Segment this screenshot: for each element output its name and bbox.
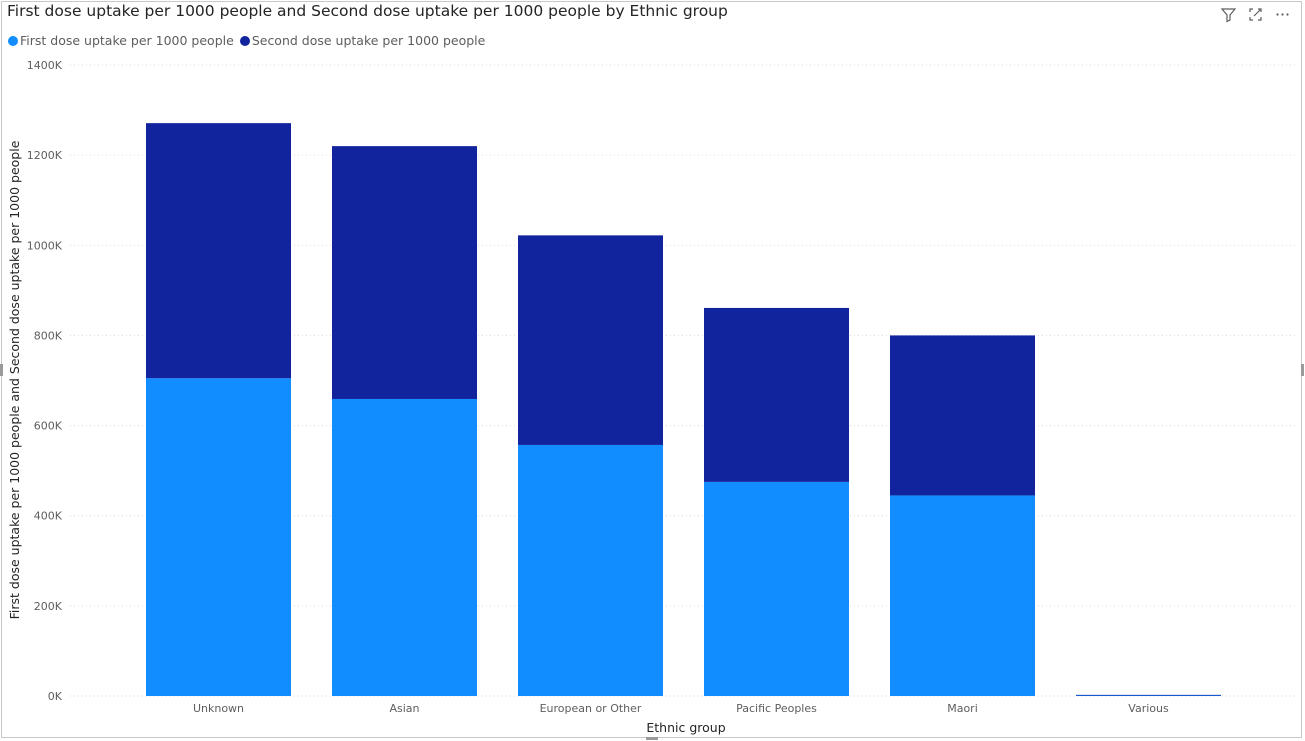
x-axis-ticks: Unknown Asian European or Other Pacific Peo…: [193, 702, 1169, 715]
y-tick-label: 600K: [34, 420, 63, 433]
legend-item-first-dose[interactable]: First dose uptake per 1000 people: [8, 33, 234, 48]
y-axis-title: First dose uptake per 1000 people and Se…: [7, 140, 22, 619]
bar-second-dose-pacific-peoples[interactable]: [704, 307, 849, 482]
visual-header-icons: [1220, 6, 1291, 23]
x-tick-label: Unknown: [193, 702, 244, 715]
bar-second-dose-european-or-other[interactable]: [518, 235, 663, 445]
legend-label-second-dose: Second dose uptake per 1000 people: [251, 33, 486, 48]
y-tick-label: 200K: [34, 600, 63, 613]
bar-first-dose-maori[interactable]: [890, 495, 1035, 696]
y-tick-label: 800K: [34, 329, 63, 342]
bar-second-dose-maori[interactable]: [890, 335, 1035, 496]
resize-handle-right[interactable]: [1301, 364, 1304, 376]
filter-icon[interactable]: [1220, 6, 1237, 23]
focus-mode-icon[interactable]: [1247, 6, 1264, 23]
x-tick-label: Maori: [947, 702, 978, 715]
bars: [146, 123, 1221, 696]
bar-first-dose-various[interactable]: [1076, 695, 1221, 696]
bar-second-dose-asian[interactable]: [332, 146, 477, 399]
resize-handle-left[interactable]: [0, 364, 3, 376]
bar-first-dose-pacific-peoples[interactable]: [704, 481, 849, 696]
legend-item-second-dose[interactable]: Second dose uptake per 1000 people: [239, 33, 486, 48]
y-tick-label: 1200K: [27, 149, 63, 162]
y-tick-label: 0K: [48, 690, 63, 703]
legend-label-first-dose: First dose uptake per 1000 people: [20, 33, 234, 48]
x-tick-label: European or Other: [540, 702, 642, 715]
bar-second-dose-unknown[interactable]: [146, 123, 291, 379]
bar-first-dose-european-or-other[interactable]: [518, 444, 663, 696]
bar-second-dose-various[interactable]: [1076, 694, 1221, 696]
y-axis-ticks: 0K 200K 400K 600K 800K 1000K 1200K 1400K: [27, 59, 63, 703]
more-options-icon[interactable]: [1274, 6, 1291, 23]
x-tick-label: Pacific Peoples: [736, 702, 817, 715]
y-tick-label: 1400K: [27, 59, 63, 72]
y-tick-label: 400K: [34, 510, 63, 523]
resize-handle-bottom[interactable]: [646, 737, 658, 740]
x-axis-title: Ethnic group: [646, 720, 725, 735]
y-tick-label: 1000K: [27, 239, 63, 252]
legend-swatch-second-dose: [239, 35, 250, 46]
bar-first-dose-unknown[interactable]: [146, 378, 291, 696]
x-tick-label: Various: [1128, 702, 1169, 715]
legend: First dose uptake per 1000 people Second…: [8, 33, 491, 48]
x-tick-label: Asian: [389, 702, 419, 715]
bar-first-dose-asian[interactable]: [332, 398, 477, 696]
legend-swatch-first-dose: [8, 35, 18, 46]
chart-title: First dose uptake per 1000 people and Se…: [7, 2, 728, 20]
